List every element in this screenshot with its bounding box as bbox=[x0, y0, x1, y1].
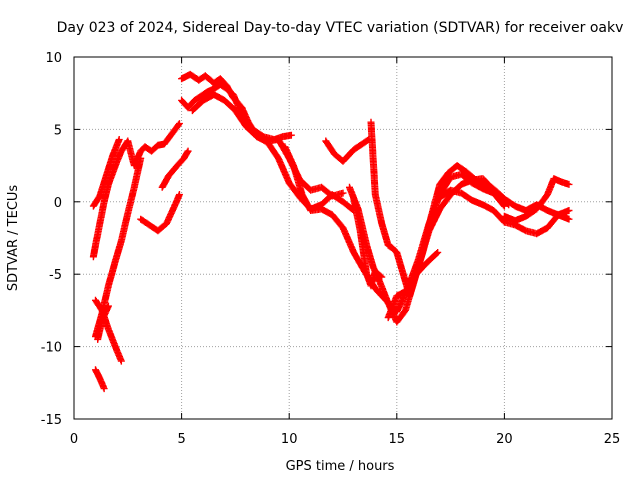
series-track-q bbox=[384, 248, 442, 322]
series-track-g bbox=[137, 191, 183, 235]
y-tick-label: 10 bbox=[45, 51, 62, 66]
x-tick-label: 5 bbox=[177, 432, 185, 447]
chart-title: Day 023 of 2024, Sidereal Day-to-day VTE… bbox=[57, 20, 624, 36]
axis-ticks: 0 5 10 15 20 25 10 5 0 -5 -10 -15 bbox=[41, 51, 621, 447]
plus-markers bbox=[384, 248, 442, 322]
data-points bbox=[89, 70, 573, 393]
y-axis-label: SDTVAR / TECUs bbox=[6, 185, 21, 292]
plus-markers bbox=[94, 302, 112, 343]
plus-markers bbox=[367, 118, 573, 300]
series-track-a bbox=[89, 136, 123, 210]
plus-markers bbox=[92, 366, 108, 393]
series-track-m bbox=[322, 136, 373, 165]
x-tick-label: 25 bbox=[604, 432, 621, 447]
series-track-f bbox=[94, 302, 112, 343]
y-tick-label: 0 bbox=[54, 196, 62, 211]
series-track-s bbox=[500, 175, 573, 225]
plus-markers bbox=[89, 136, 123, 210]
y-tick-label: 5 bbox=[54, 123, 62, 138]
x-tick-label: 15 bbox=[389, 432, 406, 447]
x-tick-label: 20 bbox=[496, 432, 513, 447]
series-track-l bbox=[281, 143, 508, 316]
plot-frame bbox=[73, 56, 613, 420]
series-track-p bbox=[367, 118, 573, 300]
y-tick-label: -5 bbox=[49, 268, 62, 283]
plus-markers bbox=[436, 186, 573, 238]
series-track-e bbox=[92, 366, 108, 393]
x-tick-label: 0 bbox=[70, 432, 78, 447]
plus-markers bbox=[281, 143, 508, 316]
y-tick-label: -15 bbox=[41, 413, 62, 428]
series-track-r bbox=[436, 186, 573, 238]
plus-markers bbox=[500, 175, 573, 225]
plus-markers bbox=[322, 136, 373, 165]
plus-markers bbox=[89, 120, 183, 261]
series-track-h bbox=[158, 147, 192, 191]
x-tick-label: 10 bbox=[281, 432, 298, 447]
plus-markers bbox=[137, 191, 183, 235]
grid bbox=[74, 57, 612, 419]
plus-markers bbox=[158, 147, 192, 191]
y-tick-label: -10 bbox=[41, 341, 62, 356]
x-axis-label: GPS time / hours bbox=[286, 459, 395, 474]
series-track-b bbox=[89, 120, 183, 261]
